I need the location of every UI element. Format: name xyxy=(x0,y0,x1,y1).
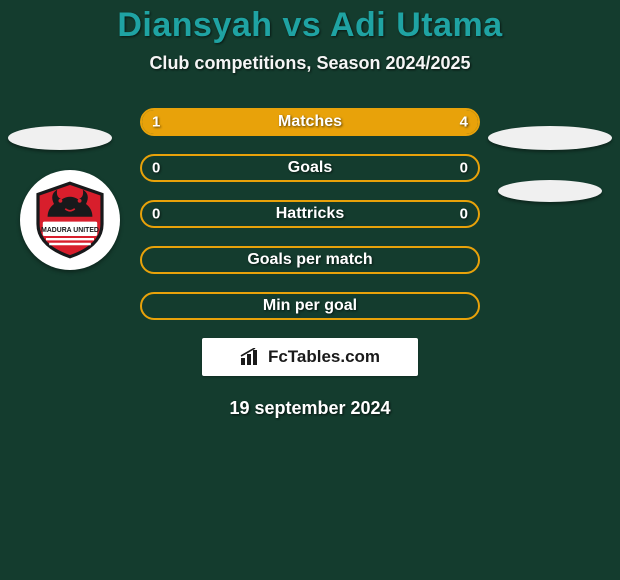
watermark: FcTables.com xyxy=(202,338,418,376)
stat-label: Hattricks xyxy=(142,205,478,223)
stat-label: Min per goal xyxy=(142,297,478,315)
stat-row: Goals per match xyxy=(140,246,480,274)
stat-fill-left xyxy=(142,110,209,134)
watermark-text: FcTables.com xyxy=(268,347,380,367)
stat-label: Goals per match xyxy=(142,251,478,269)
stat-row: Goals0 0 xyxy=(140,154,480,182)
stat-row: Min per goal xyxy=(140,292,480,320)
comparison-subtitle: Club competitions, Season 2024/2025 xyxy=(0,53,620,74)
bar-chart-icon xyxy=(240,348,262,366)
stats-bars: Matches14Goals00Hattricks00Goals per mat… xyxy=(0,108,620,320)
comparison-title: Diansyah vs Adi Utama xyxy=(0,6,620,45)
stat-row: Hattricks0 0 xyxy=(140,200,480,228)
snapshot-date: 19 september 2024 xyxy=(0,398,620,419)
stat-value-right: 0 xyxy=(460,206,468,223)
stat-value-left: 0 xyxy=(152,160,160,177)
stat-row: Matches14 xyxy=(140,108,480,136)
stat-label: Goals xyxy=(142,159,478,177)
stat-value-left: 0 xyxy=(152,206,160,223)
stat-fill-right xyxy=(209,110,478,134)
stat-value-right: 0 xyxy=(460,160,468,177)
